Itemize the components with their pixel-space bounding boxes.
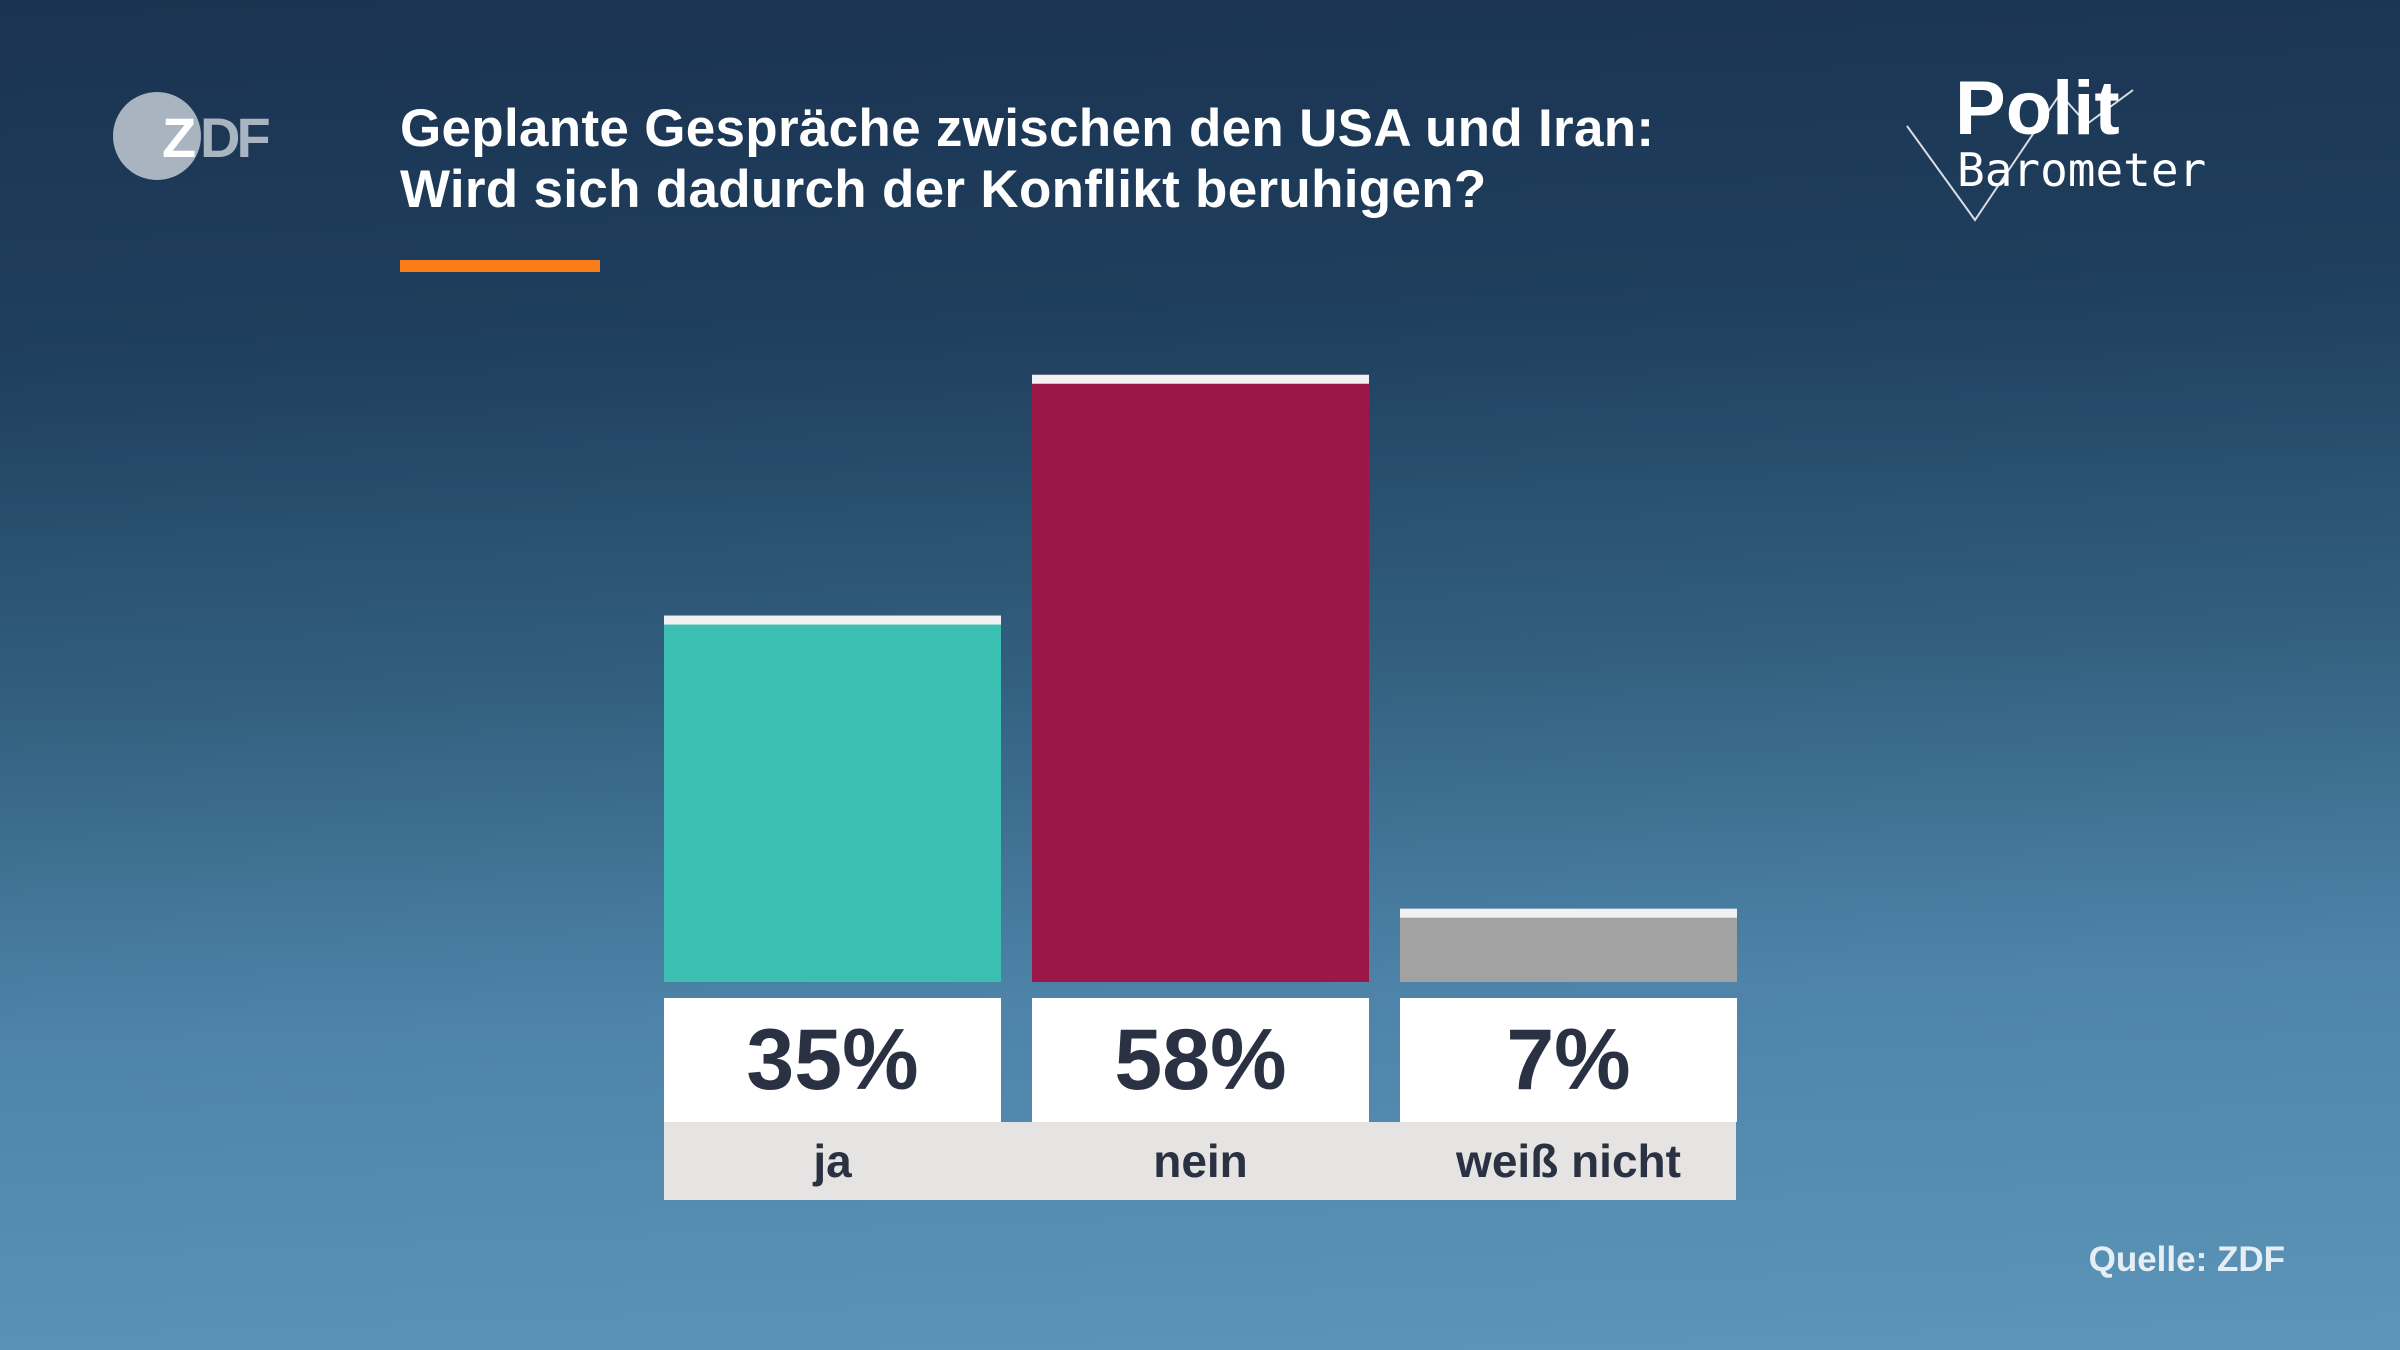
title-line-2: Wird sich dadurch der Konflikt beruhigen…: [400, 160, 1487, 219]
category-label-nein: nein: [1153, 1135, 1248, 1187]
category-label-ja: ja: [813, 1135, 852, 1187]
chart-title: Geplante Gespräche zwischen den USA und …: [400, 98, 1654, 220]
source-note: Quelle: ZDF: [2088, 1240, 2285, 1279]
title-line-1: Geplante Gespräche zwischen den USA und …: [400, 99, 1655, 158]
bar-wei-nicht: [1400, 908, 1737, 982]
bar-cap-ja: [664, 615, 1001, 625]
bar-cap-wei-nicht: [1400, 908, 1737, 918]
value-label-nein: 58%: [1032, 998, 1369, 1122]
category-label-wei-nicht: weiß nicht: [1456, 1135, 1681, 1187]
brand-line-2: Barometer: [1957, 143, 2206, 197]
svg-text:DF: DF: [200, 106, 269, 169]
brand-line-1: Polit: [1955, 74, 2120, 151]
value-label-wei-nicht: 7%: [1400, 998, 1737, 1122]
politbarometer-logo: Polit Barometer: [1906, 74, 2206, 222]
bar-ja: [664, 615, 1001, 982]
bar-nein: [1032, 374, 1369, 982]
zdf-logo: Z DF: [113, 92, 273, 180]
category-band: [664, 1122, 1736, 1200]
bar-cap-nein: [1032, 374, 1369, 384]
value-label-ja: 35%: [664, 998, 1001, 1122]
accent-bar: [400, 260, 600, 272]
